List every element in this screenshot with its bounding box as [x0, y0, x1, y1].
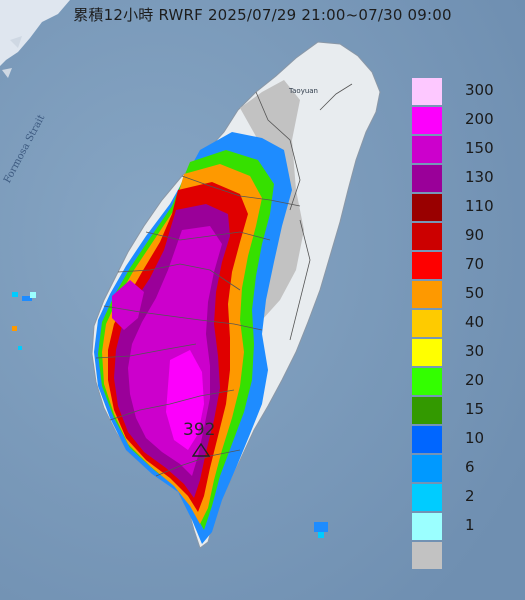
- legend-swatch: [412, 426, 442, 453]
- mainland-coast: [0, 0, 70, 66]
- legend-swatch: [412, 484, 442, 511]
- legend-swatch: [412, 252, 442, 279]
- max-triangle-icon: [192, 443, 210, 457]
- penghu-islands: [12, 292, 36, 350]
- orchid-island: [314, 522, 328, 538]
- legend-label: 50: [465, 284, 485, 302]
- legend-label: 30: [465, 342, 485, 360]
- legend-swatch: [412, 397, 442, 424]
- legend-swatch: [412, 542, 442, 569]
- legend-label: 15: [465, 400, 485, 418]
- legend-swatch: [412, 513, 442, 540]
- legend-label: 300: [465, 81, 494, 99]
- city-label: Taoyuan: [289, 87, 318, 95]
- max-value-label: 392: [183, 420, 216, 440]
- legend-swatch: [412, 107, 442, 134]
- legend-swatch: [412, 339, 442, 366]
- legend-swatch: [412, 281, 442, 308]
- legend-label: 110: [465, 197, 494, 215]
- map-title: 累積12小時 RWRF 2025/07/29 21:00~07/30 09:00: [73, 6, 452, 24]
- legend-label: 40: [465, 313, 485, 331]
- legend-swatch: [412, 368, 442, 395]
- legend-label: 150: [465, 139, 494, 157]
- legend-label: 2: [465, 487, 475, 505]
- legend-swatch: [412, 455, 442, 482]
- legend-swatch: [412, 310, 442, 337]
- legend-label: 200: [465, 110, 494, 128]
- legend-swatch: [412, 223, 442, 250]
- legend-label: 70: [465, 255, 485, 273]
- legend-swatch: [412, 165, 442, 192]
- legend-label: 130: [465, 168, 494, 186]
- county-boundaries: [95, 83, 353, 477]
- legend-swatch: [412, 78, 442, 105]
- legend-label: 10: [465, 429, 485, 447]
- coastal-islands: [2, 36, 22, 78]
- legend-label: 1: [465, 516, 475, 534]
- legend-label: 6: [465, 458, 475, 476]
- legend-label: 20: [465, 371, 485, 389]
- legend-label: 90: [465, 226, 485, 244]
- legend-swatch: [412, 194, 442, 221]
- legend-swatch: [412, 136, 442, 163]
